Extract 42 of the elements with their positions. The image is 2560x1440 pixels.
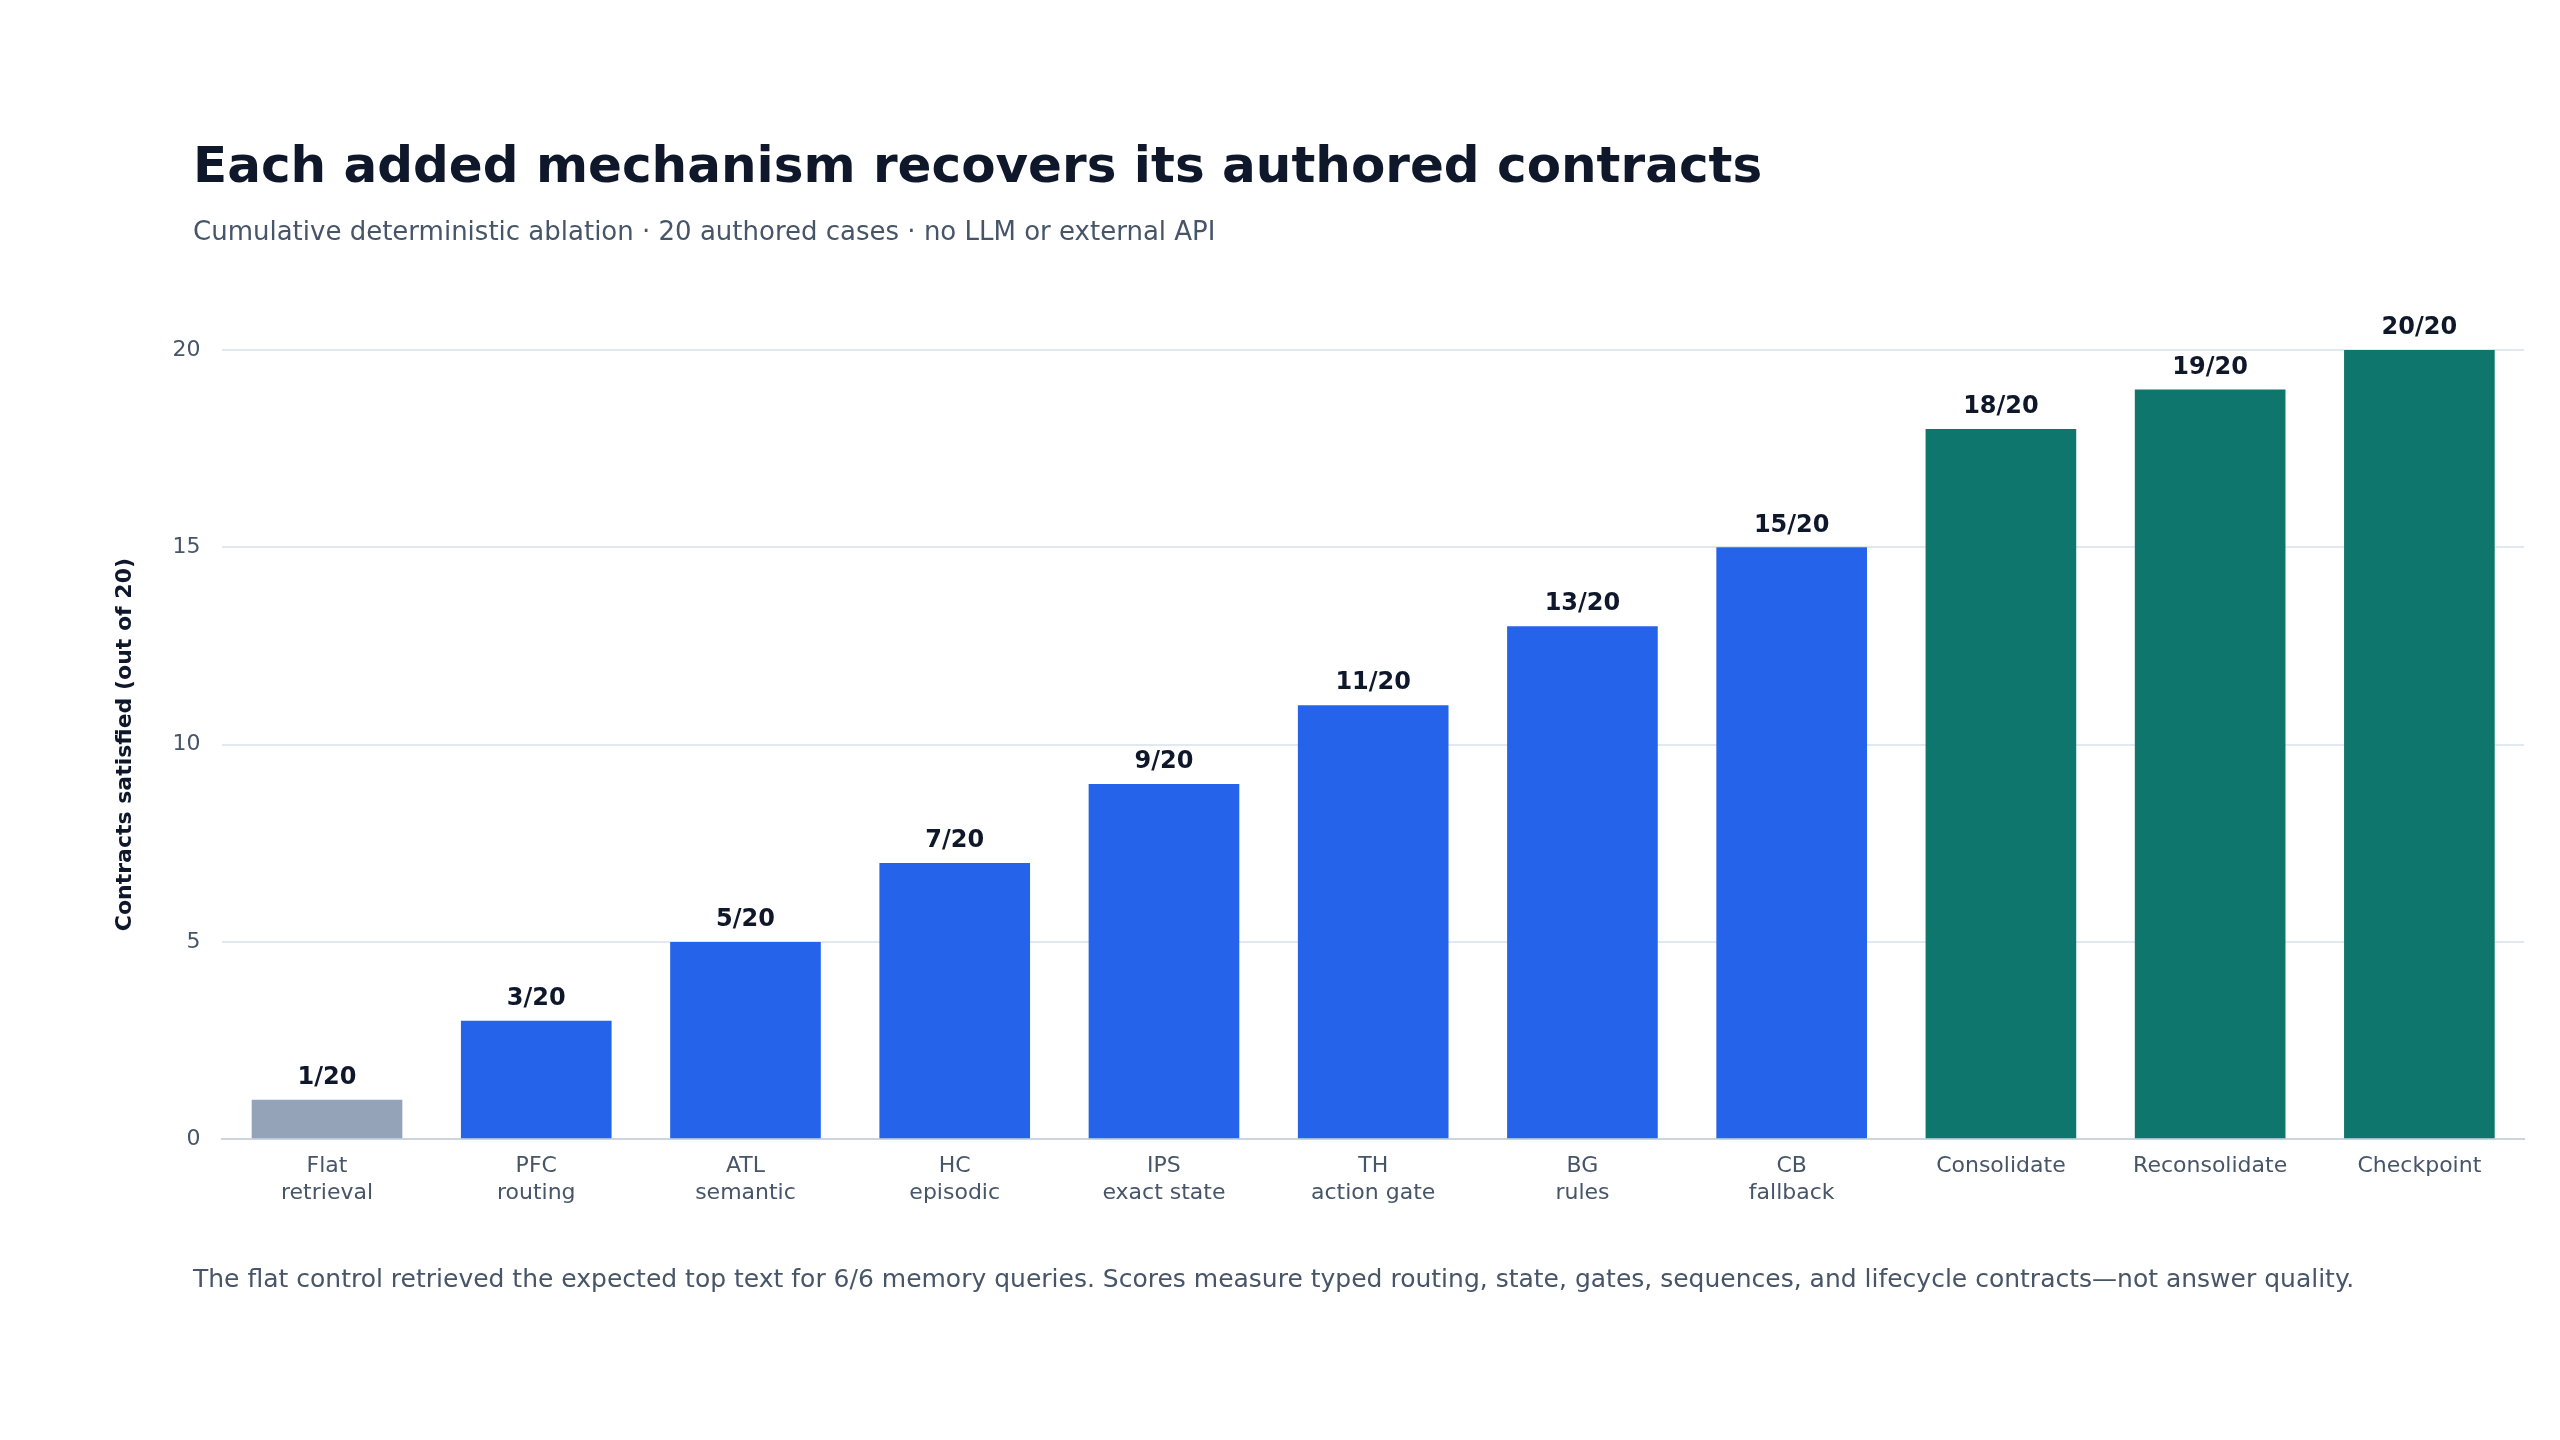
data-label: 15/20 [1753,509,1830,538]
bar [1716,547,1867,1139]
bar [670,941,821,1139]
bar [1297,705,1449,1139]
data-label: 20/20 [2381,312,2458,341]
x-tick-label: ATL semantic [695,1152,796,1204]
x-tick-label: IPS exact state [1102,1152,1226,1204]
y-tick-label: 10 [172,730,201,756]
bar [879,862,1031,1139]
data-label: 3/20 [506,983,566,1012]
data-label: 1/20 [297,1061,357,1090]
y-tick-label: 0 [186,1124,201,1150]
x-tick-label: Consolidate [1936,1152,2066,1178]
x-tick-label: TH action gate [1311,1152,1436,1204]
x-tick-label: HC episodic [909,1152,1001,1204]
y-tick-label: 15 [172,533,201,559]
bar [2134,389,2286,1139]
x-tick-label: Flat retrieval [281,1152,374,1204]
bar [2344,350,2495,1139]
data-label: 13/20 [1544,588,1621,617]
x-tick-label: CB fallback [1748,1152,1835,1204]
bar [1507,626,1658,1139]
text: The flat control retrieved the expected top text for 6/6 memory queries. Scores measure typed routing, state, gates, sequences, and lifecycle contracts—not answer quality. [193,1264,2355,1293]
x-tick-label: BG rules [1555,1152,1610,1204]
bar [1925,428,2077,1139]
data-label: 18/20 [1963,391,2039,420]
y-axis-title: Contracts satisfied (out of 20) [110,558,136,932]
data-label: 19/20 [2172,351,2248,380]
x-tick-label: Checkpoint [2357,1152,2482,1178]
data-label: 7/20 [925,825,985,854]
bar [251,1099,403,1139]
chart-title: Each added mechanism recovers its authored contracts [193,136,1763,194]
data-label: 9/20 [1134,746,1194,775]
x-tick-label: Reconsolidate [2133,1152,2288,1178]
chart-subtitle: Cumulative deterministic ablation · 20 authored cases · no LLM or external API [193,216,1216,246]
data-label: 11/20 [1335,667,1411,696]
y-tick-label: 5 [186,927,201,953]
x-tick-label: PFC routing [496,1152,576,1204]
data-label: 5/20 [716,904,775,933]
bar [1088,784,1240,1139]
y-tick-label: 20 [172,335,201,361]
bar [460,1020,612,1139]
